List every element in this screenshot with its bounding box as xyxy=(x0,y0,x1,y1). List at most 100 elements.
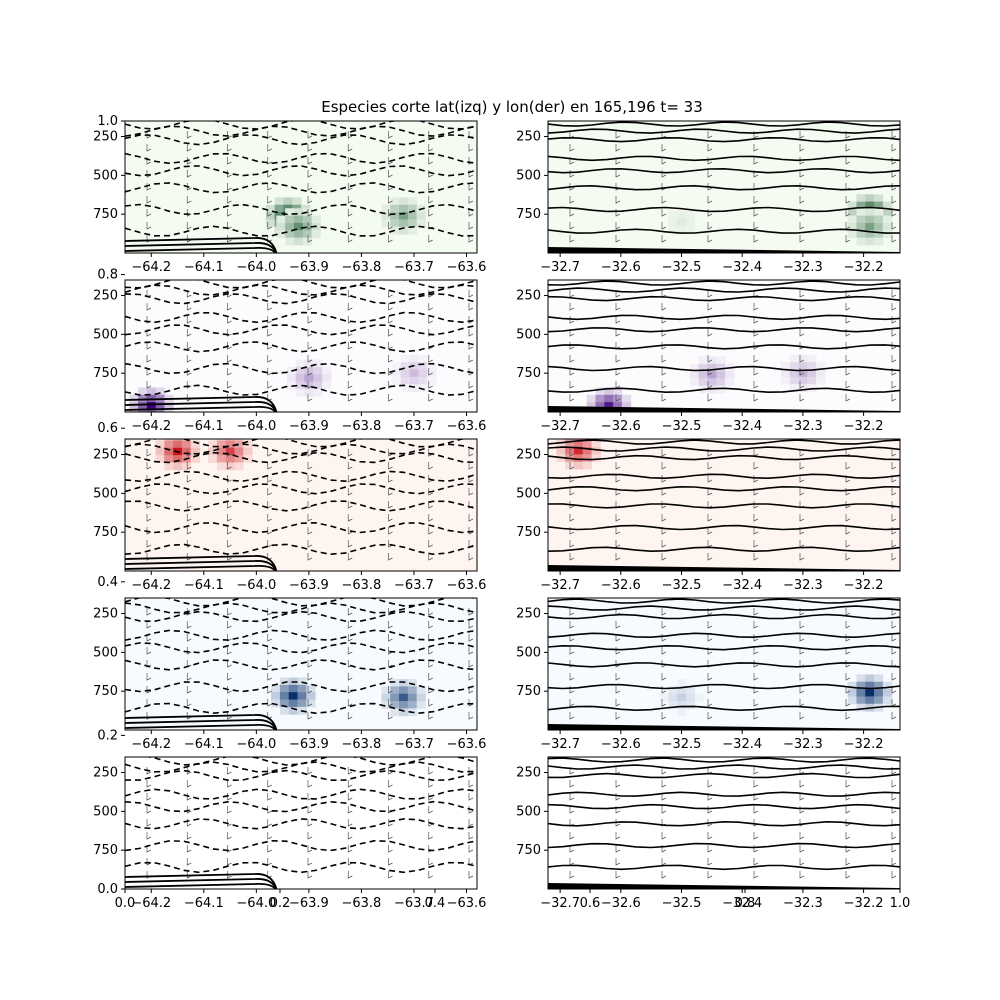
concentration-cell xyxy=(190,455,201,463)
wind-barb xyxy=(227,608,232,616)
wind-barb xyxy=(468,462,474,470)
wind-barb xyxy=(661,527,667,535)
wind-barb xyxy=(661,342,667,350)
wind-barb xyxy=(428,858,433,866)
wind-barb xyxy=(347,553,353,561)
wind-barb xyxy=(347,303,353,311)
concentration-cell xyxy=(677,225,687,234)
wind-barb xyxy=(891,394,897,402)
wind-barb xyxy=(845,699,851,707)
x-tick-label: −32.7 xyxy=(540,578,580,593)
wind-barb xyxy=(347,488,353,496)
wind-barb xyxy=(707,871,713,879)
wind-barb xyxy=(146,845,152,853)
wind-barb xyxy=(468,196,474,204)
x-tick-label: −32.3 xyxy=(783,419,823,434)
wind-barb xyxy=(753,660,759,668)
concentration-cell xyxy=(874,237,884,246)
wind-barb xyxy=(146,196,152,204)
wind-barb xyxy=(799,394,805,402)
y-tick-label: 500 xyxy=(516,168,541,183)
wind-barb xyxy=(307,501,313,509)
wind-barb xyxy=(569,845,575,853)
isoline xyxy=(548,387,900,394)
wind-barb xyxy=(186,157,192,165)
wind-barb xyxy=(428,871,433,879)
concentration-cell xyxy=(685,701,696,709)
wind-barb xyxy=(307,170,313,178)
concentration-cell xyxy=(716,371,726,379)
wind-barb xyxy=(186,368,192,376)
wind-barb xyxy=(707,673,713,681)
concentration-cell xyxy=(265,212,276,220)
y-tick-label: 250 xyxy=(516,289,541,304)
outer-y-tick-label: 0.0 xyxy=(97,882,118,897)
wind-barb xyxy=(753,381,759,389)
isoline xyxy=(125,311,477,324)
isoline xyxy=(548,772,900,779)
x-tick-label: −64.1 xyxy=(184,896,224,911)
wind-barb xyxy=(753,858,759,866)
wind-barb xyxy=(146,540,152,548)
concentration-cell xyxy=(391,376,402,385)
concentration-cell xyxy=(306,684,316,693)
concentration-cell xyxy=(295,359,305,368)
concentration-cell xyxy=(190,440,201,449)
y-tick-label: 500 xyxy=(516,645,541,660)
y-tick-label: 750 xyxy=(93,684,118,699)
concentration-cell xyxy=(225,439,235,441)
wind-barb xyxy=(146,144,152,152)
concentration-cell xyxy=(407,197,418,206)
wind-barb xyxy=(428,621,433,629)
wind-barb xyxy=(388,553,393,561)
concentration-cell xyxy=(807,362,817,371)
concentration-cell xyxy=(689,378,700,387)
wind-barb xyxy=(615,660,621,668)
wind-barb xyxy=(468,527,474,535)
concentration-cell xyxy=(874,222,884,231)
concentration-cell xyxy=(847,681,857,690)
x-tick-label: −32.2 xyxy=(844,578,884,593)
wind-barb xyxy=(891,144,897,152)
wind-barb xyxy=(799,673,805,681)
surface-contour xyxy=(125,882,277,889)
concentration-cell xyxy=(677,210,687,219)
wind-barb xyxy=(146,222,152,230)
wind-barb xyxy=(661,621,667,629)
concentration-cell xyxy=(234,439,244,441)
wind-barb xyxy=(468,209,474,217)
wind-barb xyxy=(388,462,393,470)
x-tick-label: −63.8 xyxy=(341,896,381,911)
concentration-cell xyxy=(780,376,791,385)
wind-barb xyxy=(227,806,232,814)
wind-barb xyxy=(227,462,232,470)
wind-barb xyxy=(707,170,713,178)
wind-barb xyxy=(267,222,272,230)
wind-barb xyxy=(428,316,433,324)
wind-barb xyxy=(186,144,192,152)
wind-barb xyxy=(307,819,313,827)
x-tick-label: −32.2 xyxy=(844,419,884,434)
wind-barb xyxy=(845,806,851,814)
x-tick-label: −63.9 xyxy=(289,737,329,752)
concentration-cell xyxy=(847,201,857,210)
wind-barb xyxy=(615,222,621,230)
x-tick-label: −63.7 xyxy=(394,896,434,911)
y-tick-label: 250 xyxy=(516,448,541,463)
y-tick-label: 500 xyxy=(93,645,118,660)
wind-barb xyxy=(307,355,313,363)
concentration-cell xyxy=(416,701,426,709)
wind-barb xyxy=(428,394,433,402)
wind-barb xyxy=(615,819,621,827)
wind-barb xyxy=(845,514,851,522)
wind-barb xyxy=(468,183,474,191)
concentration-cell xyxy=(234,447,244,456)
concentration-cell xyxy=(409,369,419,378)
concentration-cell xyxy=(390,212,400,220)
concentration-cell xyxy=(302,215,313,224)
wind-barb xyxy=(891,355,897,363)
concentration-cell xyxy=(882,222,893,231)
wind-barb xyxy=(388,144,393,152)
concentration-cell xyxy=(789,376,799,385)
concentration-cell xyxy=(295,388,305,397)
